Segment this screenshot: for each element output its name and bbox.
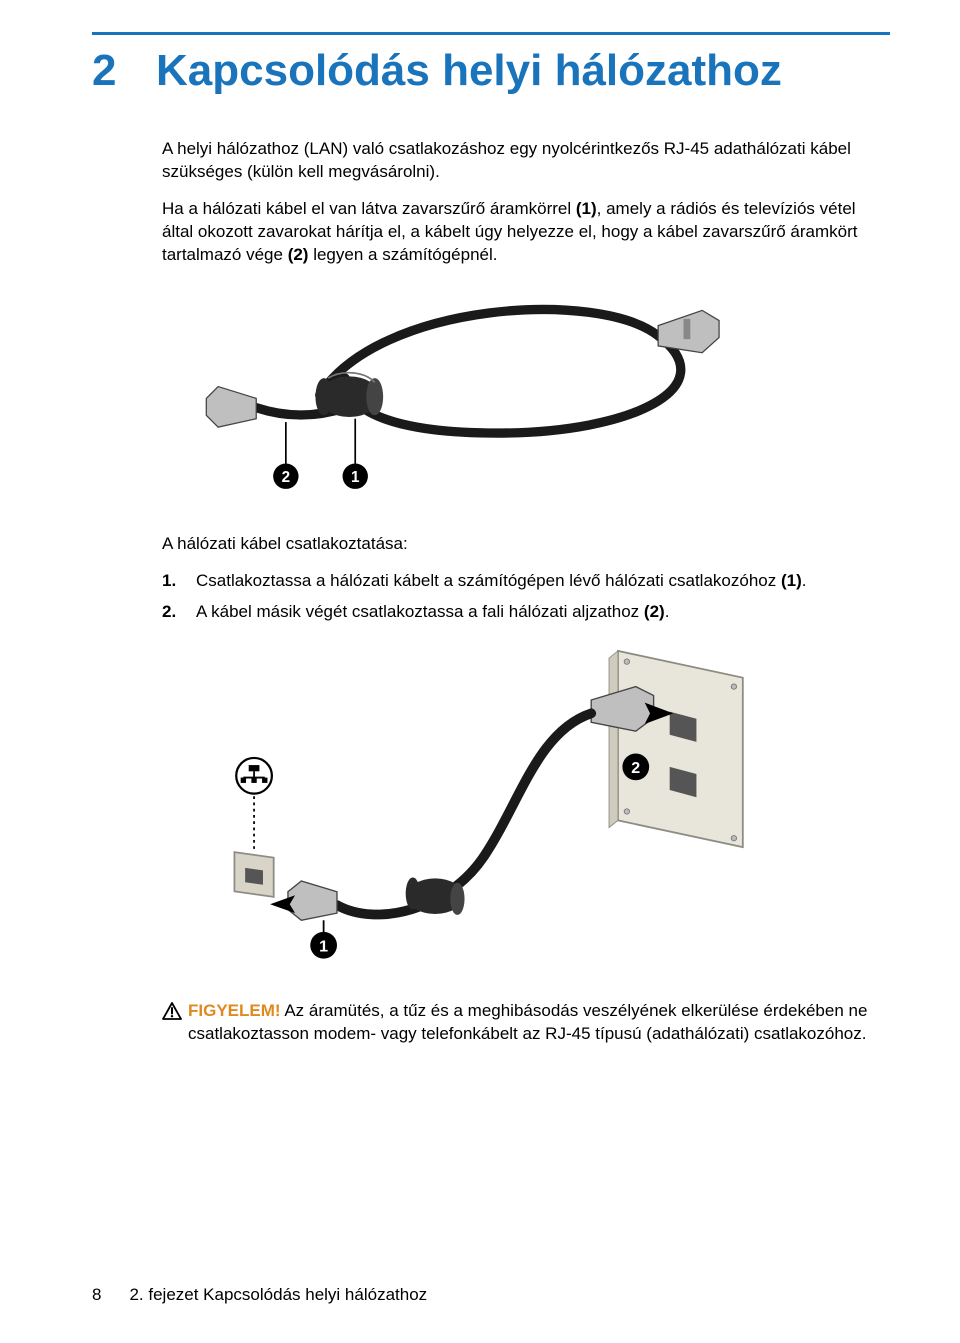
step-2-before: A kábel másik végét csatlakoztassa a fal…	[196, 602, 644, 621]
wall-connection-illustration: 2	[162, 642, 842, 972]
warning-icon	[162, 1002, 182, 1027]
connect-heading: A hálózati kábel csatlakoztatása:	[162, 533, 890, 556]
step-2: 2. A kábel másik végét csatlakoztassa a …	[162, 601, 890, 624]
intro-paragraph: A helyi hálózathoz (LAN) való csatlakozá…	[162, 138, 890, 184]
cable-ferrite-illustration: 1 2	[162, 285, 782, 505]
top-rule	[92, 32, 890, 35]
step-1-text: Csatlakoztassa a hálózati kábelt a számí…	[196, 570, 806, 593]
rj45-connector-wall	[591, 686, 653, 731]
step-2-after: .	[665, 602, 670, 621]
rj45-connector-pc	[288, 881, 337, 920]
step-1: 1. Csatlakoztassa a hálózati kábelt a sz…	[162, 570, 890, 593]
ferrite-text-1: Ha a hálózati kábel el van látva zavarsz…	[162, 199, 576, 218]
ferrite-callout-1-ref: (1)	[576, 199, 597, 218]
ferrite-paragraph: Ha a hálózati kábel el van látva zavarsz…	[162, 198, 890, 267]
step-1-bold: (1)	[781, 571, 802, 590]
callout-2-badge: 2	[622, 753, 649, 780]
warning-box: FIGYELEM! Az áramütés, a tűz és a meghib…	[162, 1000, 890, 1046]
figure-wall-connection: 2	[162, 642, 890, 972]
ferrite-core-icon	[315, 373, 383, 417]
step-1-number: 1.	[162, 570, 196, 593]
page-number: 8	[92, 1284, 101, 1307]
step-2-number: 2.	[162, 601, 196, 624]
wall-plate-icon	[609, 651, 743, 847]
callout-1-label: 1	[351, 469, 360, 486]
step-2-bold: (2)	[644, 602, 665, 621]
callout-2-label: 2	[282, 469, 290, 486]
chapter-title: Kapcsolódás helyi hálózathoz	[156, 41, 782, 100]
steps-list: 1. Csatlakoztassa a hálózati kábelt a sz…	[162, 570, 890, 624]
callout-1-badge: 1	[310, 932, 337, 959]
figure-cable-ferrite: 1 2	[162, 285, 890, 505]
warning-label: FIGYELEM!	[188, 1001, 281, 1020]
callout-1-label: 1	[319, 937, 328, 955]
step-2-text: A kábel másik végét csatlakoztassa a fal…	[196, 601, 669, 624]
callout-2-label: 2	[631, 759, 640, 777]
warning-text-wrap: FIGYELEM! Az áramütés, a tűz és a meghib…	[188, 1000, 890, 1046]
chapter-header: 2 Kapcsolódás helyi hálózathoz	[92, 41, 890, 100]
ferrite-text-3: legyen a számítógépnél.	[308, 245, 497, 264]
rj45-connector-right	[658, 310, 719, 352]
page-footer: 8 2. fejezet Kapcsolódás helyi hálózatho…	[92, 1284, 427, 1307]
callout-2-badge: 2	[273, 464, 298, 489]
step-1-before: Csatlakoztassa a hálózati kábelt a számí…	[196, 571, 781, 590]
computer-lan-port-icon	[234, 852, 273, 897]
network-port-symbol-icon	[236, 758, 272, 794]
footer-chapter-ref: 2. fejezet Kapcsolódás helyi hálózathoz	[129, 1284, 427, 1307]
rj45-connector-left	[206, 387, 256, 428]
step-1-after: .	[802, 571, 807, 590]
chapter-number: 2	[92, 41, 130, 100]
warning-text: Az áramütés, a tűz és a meghibásodás ves…	[188, 1001, 867, 1043]
callout-1-badge: 1	[343, 464, 368, 489]
ferrite-callout-2-ref: (2)	[288, 245, 309, 264]
